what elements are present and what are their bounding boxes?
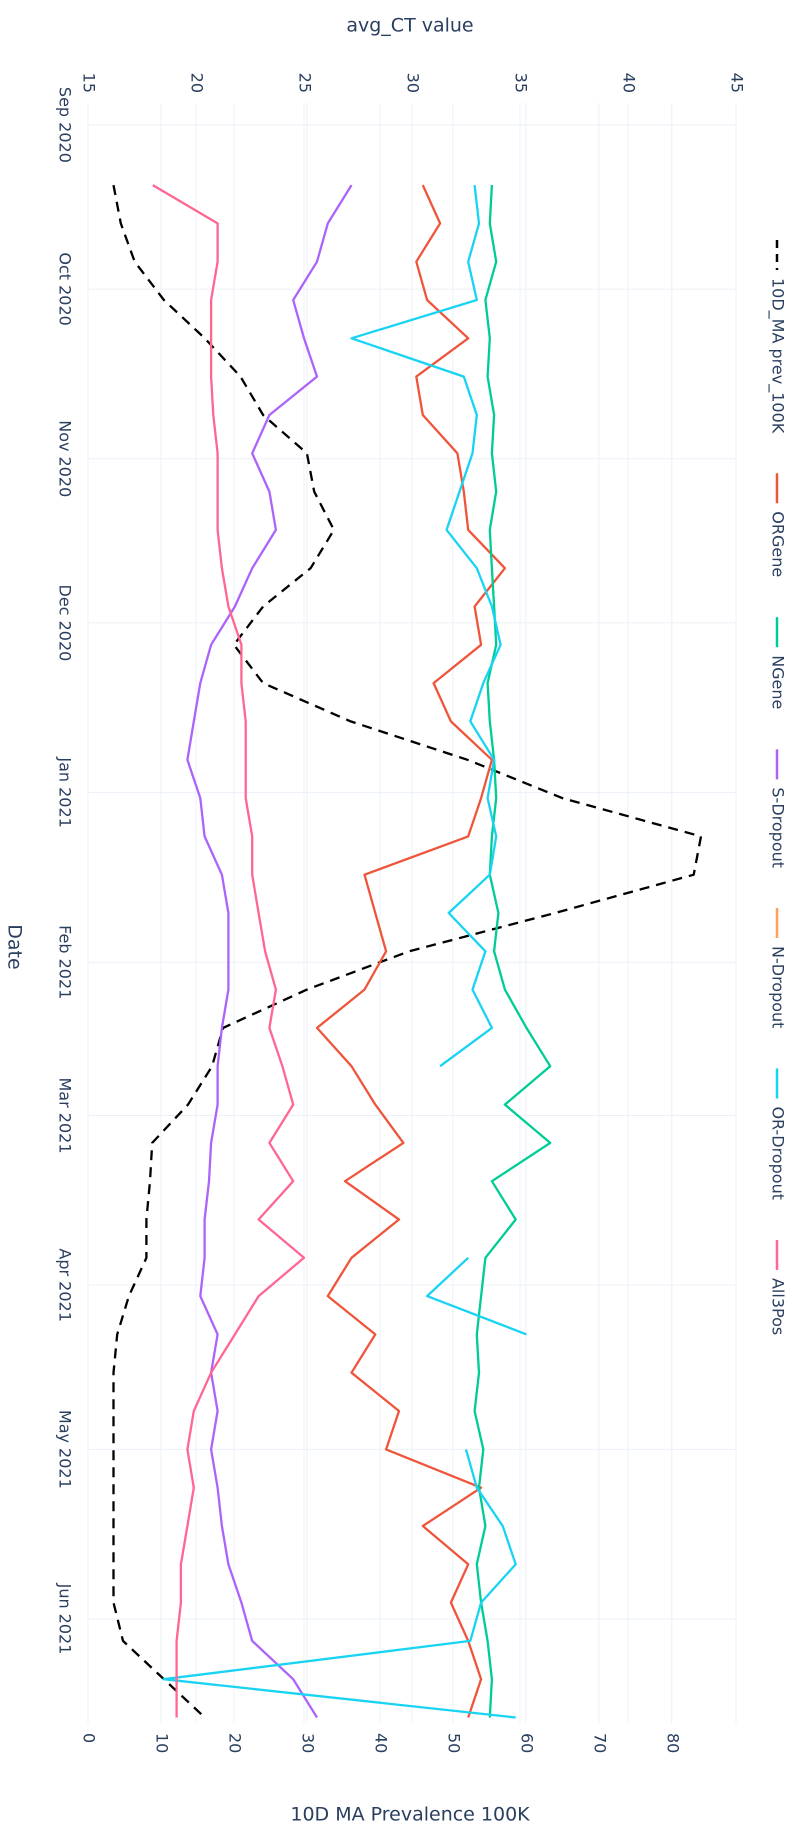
x-tick-label: Mar 2021 (56, 1078, 75, 1154)
legend-label: 10D_MA prev_100K (768, 278, 788, 434)
series-line (162, 184, 527, 1719)
x-tick-label: Jan 2021 (56, 756, 75, 827)
y2-tick-label: 60 (517, 1733, 536, 1753)
x-axis-title: Date (4, 924, 26, 969)
y-tick-label: 35 (512, 73, 531, 93)
legend-label: S-Dropout (769, 787, 788, 868)
y2-tick-label: 80 (663, 1733, 682, 1753)
y2-tick-label: 0 (80, 1733, 99, 1743)
legend-label: All3Pos (769, 1278, 788, 1335)
x-tick-label: May 2021 (56, 1410, 75, 1489)
y2-tick-label: 70 (590, 1733, 609, 1753)
y-tick-label: 45 (728, 73, 747, 93)
series-line (152, 184, 306, 1718)
x-tick-label: Oct 2020 (56, 252, 75, 325)
y2-axis-title: 10D MA Prevalence 100K (290, 1804, 530, 1826)
y2-tick-label: 40 (371, 1733, 390, 1753)
x-tick-label: Feb 2021 (56, 925, 75, 999)
rotated-plot: Date Sep 2020 Oct 2020 Nov 2020 Dec 2020 Jan… (4, 73, 788, 1754)
y2-tick-label: 20 (225, 1733, 244, 1753)
y-tick-label: 15 (80, 73, 99, 93)
y2-tick-label: 30 (298, 1733, 317, 1753)
legend-label: N-Dropout (769, 946, 788, 1028)
y2-tick-label: 10 (152, 1733, 171, 1753)
y-tick-label: 40 (620, 73, 639, 93)
series-line (473, 185, 552, 1718)
y-axis-title: avg_CT value (346, 15, 473, 37)
x-tick-label: Nov 2020 (56, 420, 75, 497)
series-line (186, 184, 353, 1719)
y-tick-label: 25 (296, 73, 315, 93)
x-tick-label: Dec 2020 (56, 585, 75, 662)
y-tick-label: 20 (188, 73, 207, 93)
y-tick-label: 30 (404, 73, 423, 93)
x-tick-label: Jun 2021 (56, 1583, 75, 1655)
legend-label: NGene (769, 655, 788, 709)
legend-label: OR-Dropout (769, 1106, 788, 1200)
y2-tick-label: 50 (444, 1733, 463, 1753)
x-tick-label: Apr 2021 (56, 1248, 75, 1321)
series-line (315, 184, 507, 1718)
legend-label: ORGene (769, 511, 788, 577)
x-tick-label: Sep 2020 (56, 87, 75, 163)
